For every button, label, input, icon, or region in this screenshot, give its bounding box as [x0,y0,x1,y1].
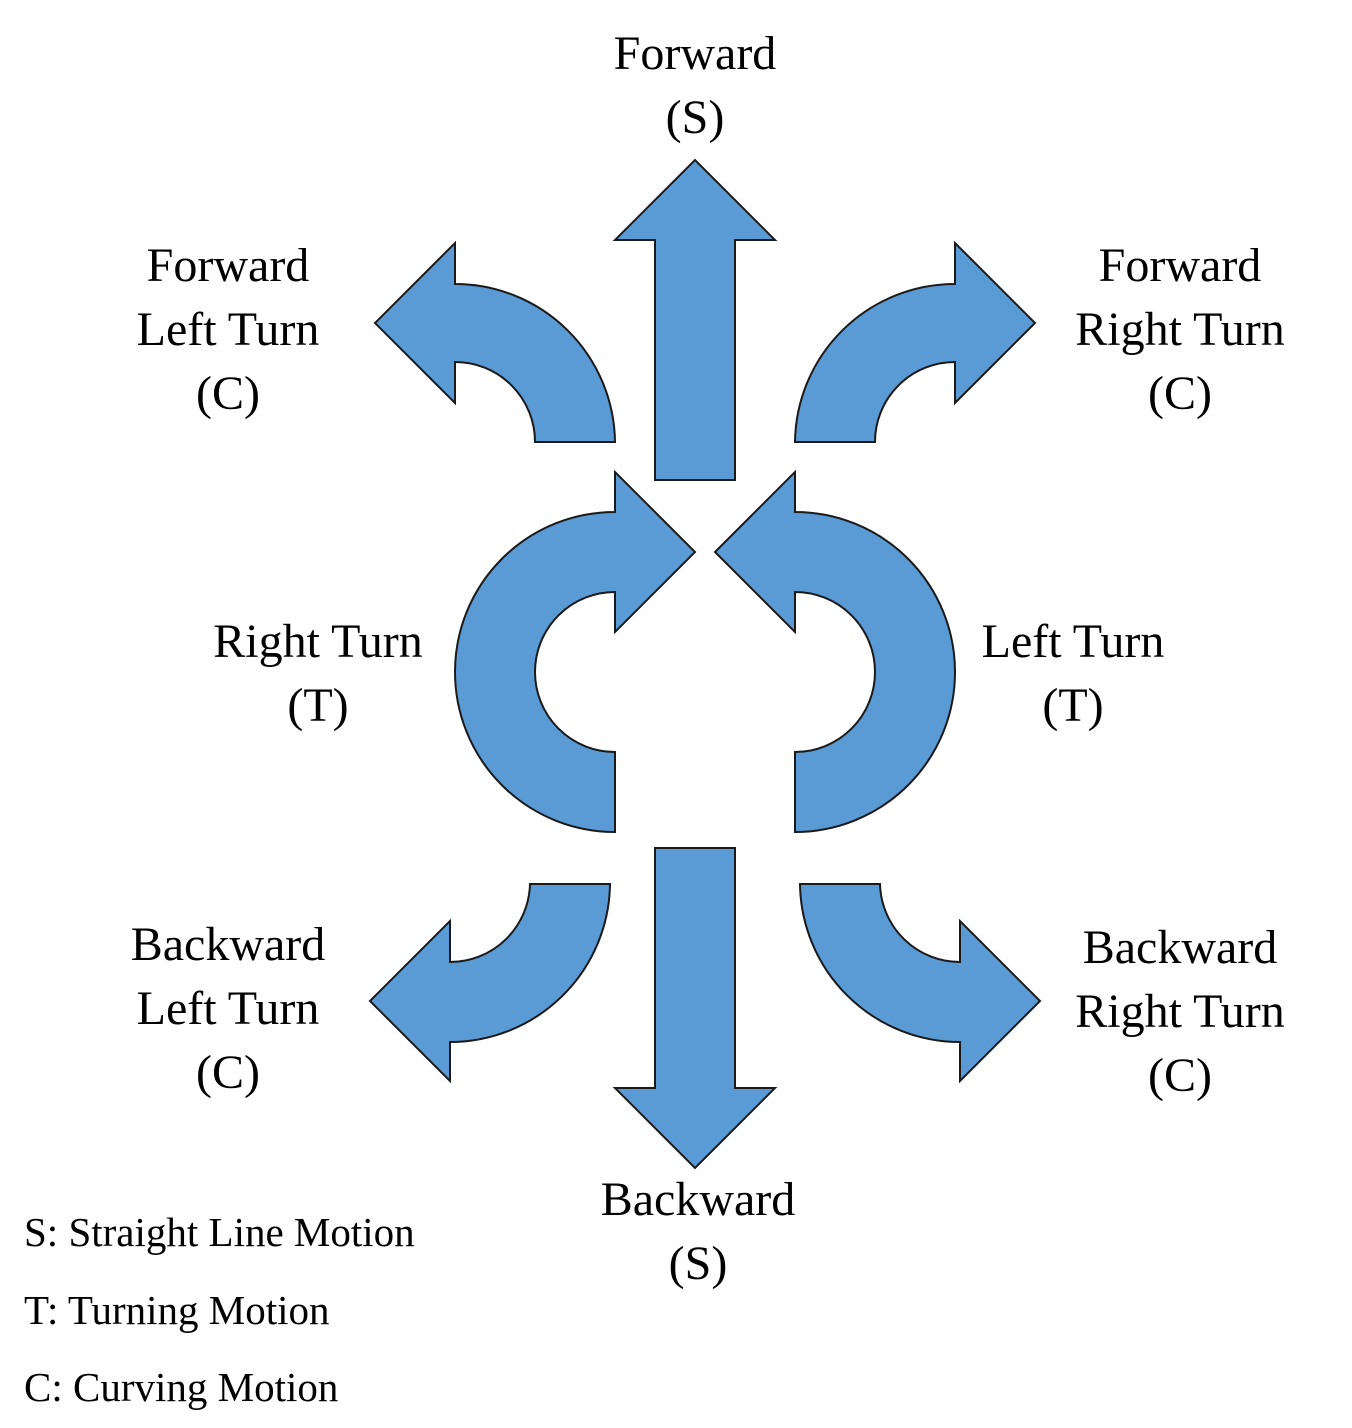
left-turn-label-line2: (T) [1042,679,1104,732]
legend-straight-line-motion: S: Straight Line Motion [24,1209,415,1255]
left-turn-arrow [713,469,956,834]
forward-right-turn-label-line1: Forward [1098,239,1262,292]
left-turn-label-line1: Left Turn [981,615,1165,668]
forward-right-turn-label-line2: Right Turn [1075,303,1285,356]
backward-left-turn-label-line1: Backward [130,918,326,971]
right-turn-label: Right Turn (T) [198,610,438,738]
forward-left-turn-arrow [373,240,617,443]
forward-left-turn-label-line2: Left Turn [136,303,320,356]
forward-right-turn-arrow [793,240,1037,443]
forward-left-turn-label: Forward Left Turn (C) [108,234,348,426]
right-turn-arrow [454,469,697,834]
forward-arrow [612,158,778,481]
backward-left-turn-label-line3: (C) [196,1046,260,1099]
backward-right-turn-label-line2: Right Turn [1075,985,1285,1038]
legend-turning-motion: T: Turning Motion [24,1287,330,1333]
legend-curving-motion: C: Curving Motion [24,1364,339,1410]
backward-right-turn-arrow [798,883,1042,1084]
backward-right-turn-label: Backward Right Turn (C) [1050,916,1310,1108]
forward-left-turn-label-line3: (C) [196,367,260,420]
right-turn-label-line1: Right Turn [213,615,423,668]
backward-label-line1: Backward [600,1173,796,1226]
forward-right-turn-label: Forward Right Turn (C) [1050,234,1310,426]
backward-left-turn-label-line2: Left Turn [136,982,320,1035]
backward-right-turn-label-line1: Backward [1082,921,1278,974]
backward-label: Backward (S) [578,1168,818,1296]
forward-label-line1: Forward [613,27,777,80]
forward-right-turn-label-line3: (C) [1148,367,1212,420]
backward-label-line2: (S) [668,1237,728,1290]
backward-left-turn-arrow [368,883,612,1084]
backward-right-turn-label-line3: (C) [1148,1049,1212,1102]
left-turn-label: Left Turn (T) [963,610,1183,738]
forward-label-line2: (S) [665,91,725,144]
backward-left-turn-label: Backward Left Turn (C) [108,913,348,1105]
forward-label: Forward (S) [595,22,795,150]
backward-arrow [612,847,778,1170]
forward-left-turn-label-line1: Forward [146,239,310,292]
right-turn-label-line2: (T) [287,679,349,732]
